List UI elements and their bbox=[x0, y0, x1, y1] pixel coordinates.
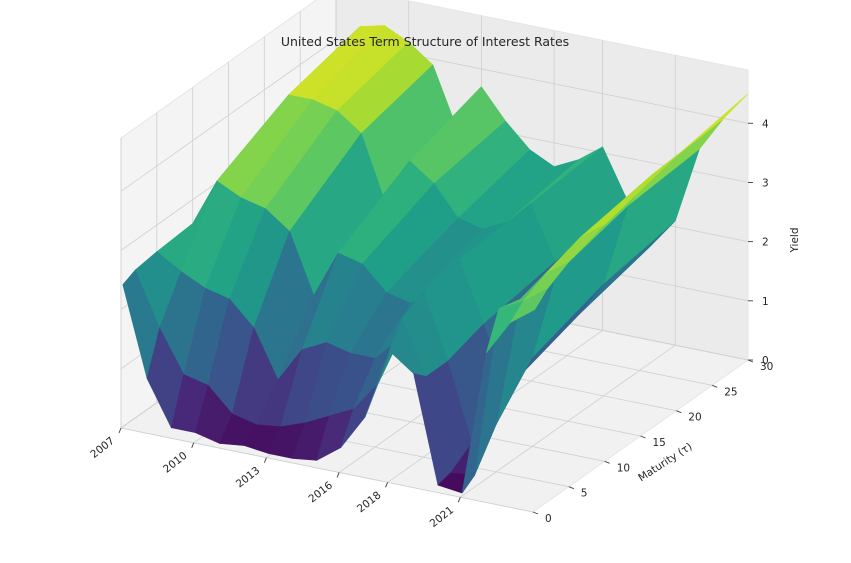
y-tick-label: 5 bbox=[581, 488, 588, 500]
y-tick-label: 30 bbox=[760, 361, 773, 373]
x-grid-line bbox=[460, 55, 676, 498]
x-tick-label: 2007 bbox=[88, 435, 116, 461]
y-tick bbox=[532, 511, 539, 515]
y-tick-label: 25 bbox=[724, 386, 737, 398]
surface-face bbox=[509, 288, 549, 324]
z-tick-label: 3 bbox=[762, 177, 769, 189]
z-tick-label: 0 bbox=[762, 355, 769, 367]
x-tick-label: 2018 bbox=[355, 489, 383, 515]
x-tick-label: 2021 bbox=[428, 504, 456, 530]
y-tick-label: 15 bbox=[653, 437, 666, 449]
z-tick-label: 2 bbox=[762, 237, 769, 249]
x-tick bbox=[385, 482, 389, 488]
x-tick bbox=[263, 457, 267, 463]
y-tick bbox=[676, 410, 682, 414]
x-tick bbox=[457, 497, 461, 503]
y-tick bbox=[711, 384, 718, 388]
y-tick bbox=[640, 435, 646, 439]
yield-axis-label: Yield bbox=[789, 228, 801, 254]
x-tick-label: 2010 bbox=[161, 450, 189, 476]
y-tick bbox=[604, 460, 610, 464]
y-tick-label: 20 bbox=[688, 412, 701, 424]
x-tick bbox=[191, 442, 195, 448]
chart-title: United States Term Structure of Interest… bbox=[281, 34, 569, 49]
z-tick-label: 4 bbox=[762, 118, 769, 130]
y-tick bbox=[568, 486, 575, 490]
yield-surface bbox=[122, 25, 749, 494]
y-tick-label: 10 bbox=[617, 462, 630, 474]
x-tick bbox=[336, 472, 340, 478]
x-tick-label: 2013 bbox=[234, 465, 262, 491]
x-tick-label: 2016 bbox=[306, 479, 335, 505]
x-tick bbox=[118, 427, 122, 434]
y-tick-label: 0 bbox=[545, 513, 552, 525]
z-tick-label: 1 bbox=[762, 296, 769, 308]
